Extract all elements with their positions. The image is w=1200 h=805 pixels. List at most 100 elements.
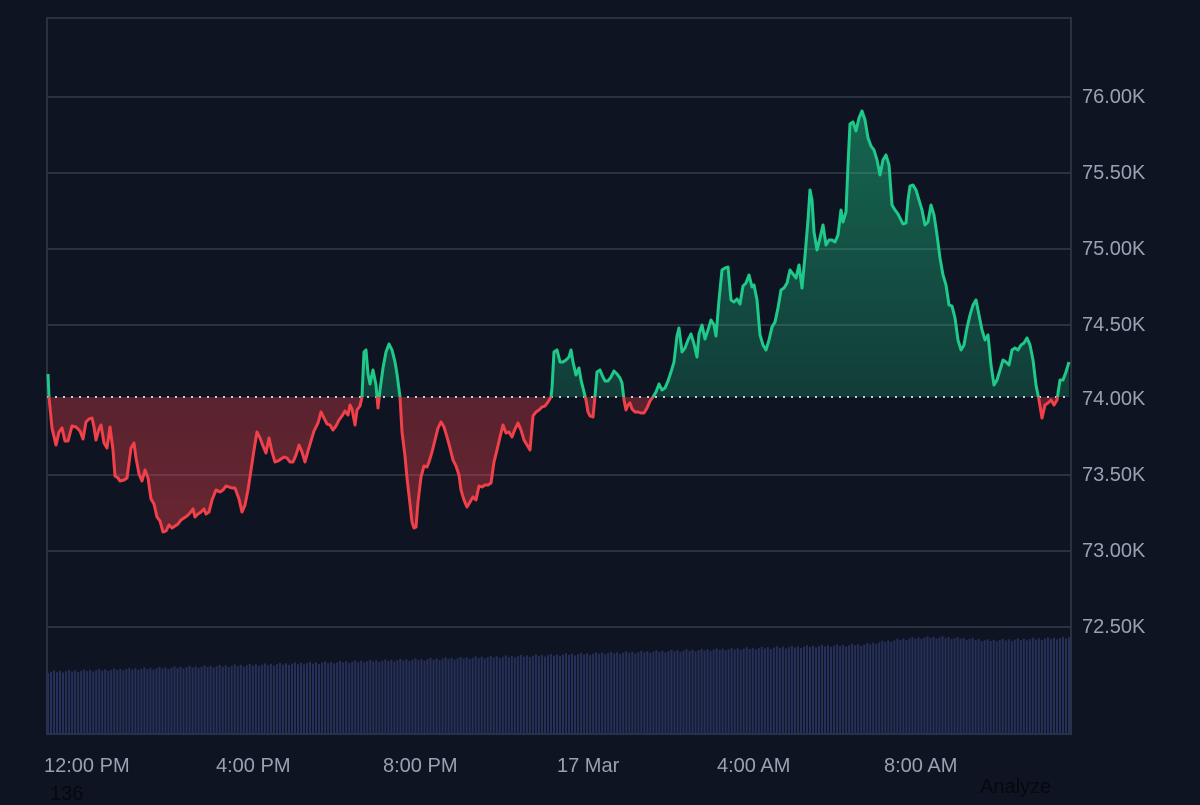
volume-bar (306, 663, 309, 734)
volume-bar (465, 657, 468, 734)
volume-bar (902, 638, 905, 734)
volume-bar (1031, 637, 1034, 734)
volume-bar (278, 662, 281, 734)
volume-bar (426, 659, 429, 734)
volume-bar (59, 670, 62, 734)
volume-bar (652, 651, 655, 734)
volume-bar (947, 637, 950, 734)
volume-bar (113, 668, 116, 734)
volume-bar (492, 657, 495, 734)
volume-bar (781, 646, 784, 734)
volume-bar (932, 636, 935, 734)
volume-bar (860, 645, 863, 734)
volume-bar (507, 657, 510, 734)
volume-bar (703, 650, 706, 734)
volume-bar (257, 666, 260, 734)
volume-bar (131, 669, 134, 734)
volume-bar (152, 669, 155, 734)
price-line-below (47, 397, 1059, 534)
volume-bar (405, 659, 408, 734)
volume-bar (965, 639, 968, 734)
volume-bar (462, 658, 465, 734)
x-axis-tick: 4:00 AM (717, 755, 791, 777)
volume-bar (721, 648, 724, 734)
volume-bar (206, 667, 209, 734)
volume-bar (700, 648, 703, 734)
volume-bar (336, 662, 339, 734)
volume-bar (670, 649, 673, 734)
volume-bar (345, 661, 348, 734)
volume-bar (483, 658, 486, 734)
volume-bar (393, 661, 396, 734)
volume-bar (486, 657, 489, 734)
volume-bar (318, 664, 321, 734)
volume-bar (745, 647, 748, 734)
volume-bar (233, 664, 236, 734)
volume-bar (348, 663, 351, 734)
volume-bar (848, 645, 851, 734)
volume-bar (1049, 639, 1052, 734)
volume-bar (441, 658, 444, 734)
volume-bar (580, 652, 583, 734)
volume-bar (592, 653, 595, 734)
volume-bar (101, 670, 104, 734)
volume-bar (480, 656, 483, 734)
volume-bar (998, 640, 1001, 734)
volume-bar (125, 669, 128, 734)
volume-bar (682, 650, 685, 734)
volume-bar (827, 645, 830, 734)
volume-bar (595, 652, 598, 734)
analyze-link[interactable]: Analyze (980, 776, 1052, 798)
volume-bar (709, 650, 712, 734)
volume-bar (784, 648, 787, 734)
volume-bar (369, 659, 372, 734)
volume-bar (640, 650, 643, 734)
volume-bar (203, 665, 206, 734)
volume-bar (290, 663, 293, 734)
volume-bar (917, 637, 920, 734)
volume-bar (968, 638, 971, 734)
volume-bar (649, 652, 652, 734)
volume-bar (200, 666, 203, 734)
volume-bar (327, 663, 330, 734)
volume-bar (477, 658, 480, 734)
volume-bar (619, 653, 622, 734)
volume-bar (357, 662, 360, 734)
volume-bar (98, 668, 101, 734)
volume-bar (811, 645, 814, 734)
volume-bar (899, 640, 902, 734)
volume-bar (296, 664, 299, 734)
volume-bar (89, 669, 92, 734)
volume-bar (920, 638, 923, 734)
volume-bar (664, 652, 667, 734)
volume-bar (450, 657, 453, 734)
volume-bar (959, 638, 962, 734)
volume-bar (227, 667, 230, 734)
volume-bar (212, 667, 215, 734)
volume-bar (1025, 640, 1028, 734)
volume-bar (634, 653, 637, 734)
volume-bar (1013, 639, 1016, 734)
volume-bar (1037, 638, 1040, 734)
y-axis-tick: 72.50K (1082, 616, 1146, 638)
volume-bar (191, 667, 194, 734)
volume-bar (363, 662, 366, 734)
volume-bar (522, 656, 525, 734)
volume-bar (950, 638, 953, 734)
volume-bar (245, 665, 248, 734)
volume-bar (1010, 640, 1013, 734)
volume-bar (679, 651, 682, 734)
volume-bar (444, 657, 447, 734)
volume-bar (914, 638, 917, 734)
volume-bar (896, 638, 899, 734)
volume-bar (474, 656, 477, 734)
volume-bar (107, 671, 110, 734)
volume-bar (992, 639, 995, 734)
volume-bar (818, 646, 821, 734)
volume-bar (577, 654, 580, 734)
volume-bar (763, 648, 766, 734)
volume-bar (601, 652, 604, 734)
volume-bar (218, 664, 221, 734)
